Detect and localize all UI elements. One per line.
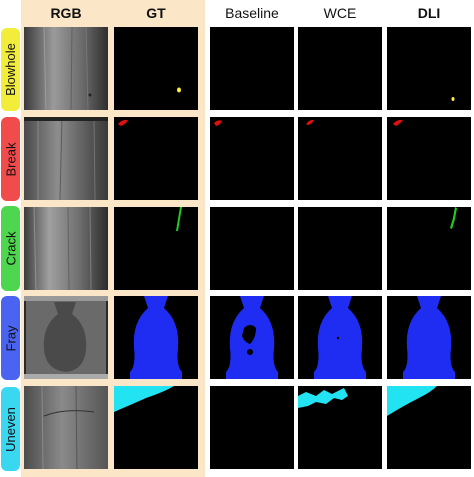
row-label-blowhole-text: Blowhole (3, 43, 19, 96)
row-label-uneven: Uneven (1, 387, 20, 471)
column-title-dli: DLI (417, 5, 441, 21)
rgb-image-uneven (24, 386, 108, 469)
dli-mask-break (387, 117, 471, 200)
row-label-crack: Crack (1, 206, 20, 291)
rgb-image-fray (24, 296, 108, 379)
baseline-mask-crack (210, 207, 294, 290)
rgb-image-break (24, 117, 108, 200)
row-label-break-text: Break (3, 142, 18, 176)
dli-mask-crack (387, 207, 471, 290)
column-title-baseline: Baseline (225, 5, 279, 21)
gt-mask-blowhole (114, 27, 198, 110)
wce-mask-crack (298, 207, 382, 290)
baseline-mask-fray (210, 296, 294, 379)
row-label-fray: Fray (1, 296, 20, 380)
wce-mask-blowhole (298, 27, 382, 110)
baseline-mask-uneven (210, 386, 294, 469)
wce-mask-uneven (298, 386, 382, 469)
wce-mask-break (298, 117, 382, 200)
column-title-rgb: RGB (50, 5, 82, 21)
dli-mask-uneven (387, 386, 471, 469)
gt-mask-uneven (114, 386, 198, 469)
dli-mask-fray (387, 296, 471, 379)
dli-mask-blowhole (387, 27, 471, 110)
row-label-break: Break (1, 117, 20, 201)
baseline-mask-break (210, 117, 294, 200)
row-label-blowhole: Blowhole (1, 28, 20, 111)
column-title-gt: GT (146, 5, 166, 21)
wce-mask-fray (298, 296, 382, 379)
row-label-fray-text: Fray (3, 325, 18, 351)
row-label-uneven-text: Uneven (3, 406, 18, 452)
rgb-image-blowhole (24, 27, 108, 110)
gt-mask-fray (114, 296, 198, 379)
gt-mask-break (114, 117, 198, 200)
gt-mask-crack (114, 207, 198, 290)
baseline-mask-blowhole (210, 27, 294, 110)
rgb-image-crack (24, 207, 108, 290)
column-title-wce: WCE (323, 5, 357, 21)
row-label-crack-text: Crack (3, 231, 19, 266)
